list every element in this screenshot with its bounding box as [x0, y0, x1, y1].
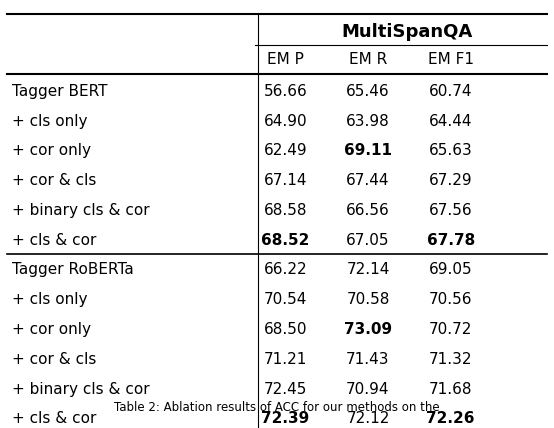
Text: 69.05: 69.05 [429, 262, 473, 277]
Text: 56.66: 56.66 [263, 84, 307, 99]
Text: + cor & cls: + cor & cls [12, 352, 97, 367]
Text: + cor only: + cor only [12, 322, 91, 337]
Text: 71.21: 71.21 [264, 352, 307, 367]
Text: 68.58: 68.58 [264, 203, 307, 218]
Text: 72.12: 72.12 [346, 411, 389, 426]
Text: 66.56: 66.56 [346, 203, 390, 218]
Text: 67.29: 67.29 [429, 173, 473, 188]
Text: 67.05: 67.05 [346, 233, 389, 248]
Text: 71.43: 71.43 [346, 352, 389, 367]
Text: + cls only: + cls only [12, 114, 88, 129]
Text: + cor & cls: + cor & cls [12, 173, 97, 188]
Text: 70.56: 70.56 [429, 292, 473, 307]
Text: 72.45: 72.45 [264, 381, 307, 396]
Text: 65.46: 65.46 [346, 84, 390, 99]
Text: 69.11: 69.11 [344, 143, 392, 158]
Text: + cls & cor: + cls & cor [12, 411, 97, 426]
Text: Tagger RoBERTa: Tagger RoBERTa [12, 262, 134, 277]
Text: 60.74: 60.74 [429, 84, 473, 99]
Text: 67.14: 67.14 [264, 173, 307, 188]
Text: 73.09: 73.09 [344, 322, 392, 337]
Text: 66.22: 66.22 [264, 262, 307, 277]
Text: 64.90: 64.90 [264, 114, 307, 129]
Text: + cor only: + cor only [12, 143, 91, 158]
Text: 70.94: 70.94 [346, 381, 389, 396]
Text: 70.54: 70.54 [264, 292, 307, 307]
Text: EM P: EM P [267, 52, 304, 67]
Text: 67.56: 67.56 [429, 203, 473, 218]
Text: 63.98: 63.98 [346, 114, 390, 129]
Text: + binary cls & cor: + binary cls & cor [12, 203, 150, 218]
Text: 65.63: 65.63 [429, 143, 473, 158]
Text: 72.39: 72.39 [261, 411, 309, 426]
Text: 68.52: 68.52 [261, 233, 310, 248]
Text: MultiSpanQA: MultiSpanQA [341, 23, 472, 41]
Text: 72.14: 72.14 [346, 262, 389, 277]
Text: + binary cls & cor: + binary cls & cor [12, 381, 150, 396]
Text: 70.58: 70.58 [346, 292, 389, 307]
Text: + cls & cor: + cls & cor [12, 233, 97, 248]
Text: 68.50: 68.50 [264, 322, 307, 337]
Text: EM R: EM R [349, 52, 387, 67]
Text: 64.44: 64.44 [429, 114, 473, 129]
Text: 67.44: 67.44 [346, 173, 389, 188]
Text: 67.78: 67.78 [427, 233, 475, 248]
Text: EM F1: EM F1 [428, 52, 474, 67]
Text: + cls only: + cls only [12, 292, 88, 307]
Text: Table 2: Ablation results of ACC for our methods on the: Table 2: Ablation results of ACC for our… [114, 401, 440, 414]
Text: 62.49: 62.49 [264, 143, 307, 158]
Text: 70.72: 70.72 [429, 322, 473, 337]
Text: 71.32: 71.32 [429, 352, 473, 367]
Text: 71.68: 71.68 [429, 381, 473, 396]
Text: 72.26: 72.26 [427, 411, 475, 426]
Text: Tagger BERT: Tagger BERT [12, 84, 108, 99]
